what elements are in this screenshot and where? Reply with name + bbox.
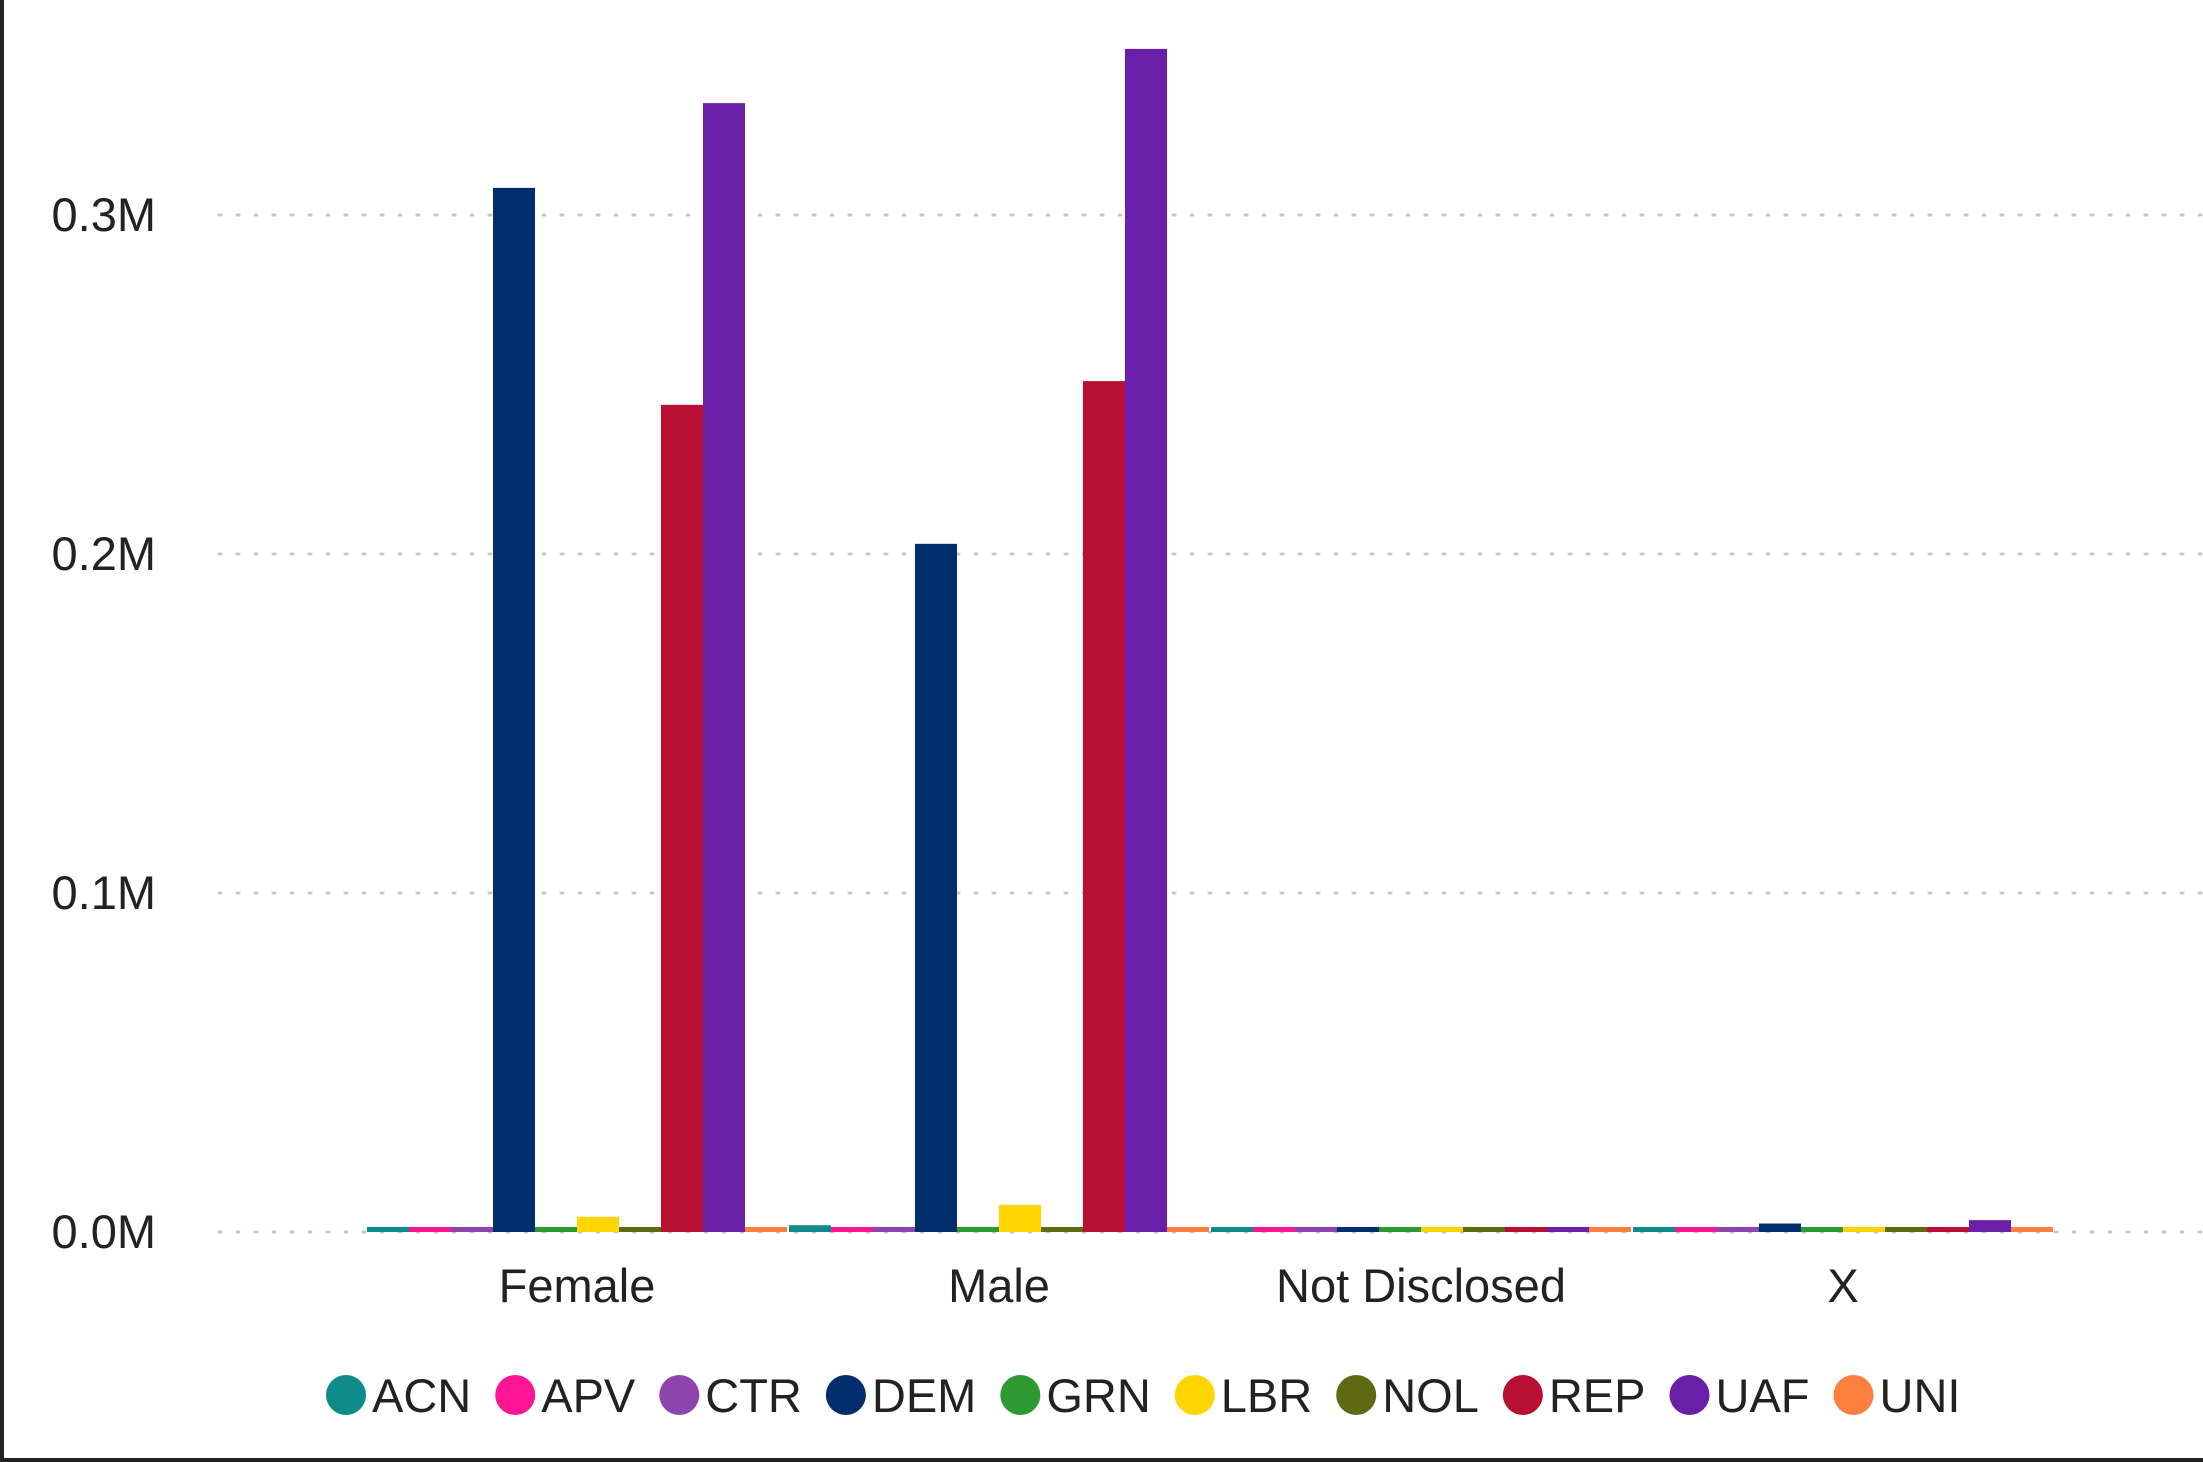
x-category-label: Not Disclosed <box>1276 1259 1566 1312</box>
legend-label-dem: DEM <box>872 1369 976 1422</box>
bar-rep-male <box>1083 381 1125 1232</box>
bar-acn-not-disclosed <box>1211 1227 1253 1232</box>
bar-acn-female <box>367 1226 409 1232</box>
legend-label-ctr: CTR <box>705 1369 802 1422</box>
y-tick-label: 0.2M <box>52 527 157 580</box>
bar-grn-female <box>535 1227 577 1232</box>
legend-marker-apv <box>495 1375 536 1415</box>
bar-rep-female <box>661 404 703 1233</box>
legend-marker-uni <box>1833 1375 1874 1415</box>
bar-uni-male <box>1167 1227 1209 1232</box>
bar-grn-male <box>957 1226 999 1232</box>
y-tick-label: 0.3M <box>52 188 157 241</box>
legend-label-apv: APV <box>541 1369 636 1422</box>
legend-label-uni: UNI <box>1880 1369 1961 1422</box>
legend-marker-ctr <box>659 1375 700 1415</box>
legend-label-lbr: LBR <box>1221 1369 1312 1422</box>
bar-ctr-female <box>451 1227 493 1232</box>
legend-marker-nol <box>1336 1375 1377 1415</box>
bar-dem-x <box>1759 1223 1801 1232</box>
bar-nol-x <box>1885 1227 1927 1232</box>
legend-marker-acn <box>326 1375 366 1415</box>
y-axis-ticks: 0.0M 0.1M 0.2M 0.3M <box>52 188 157 1258</box>
bar-lbr-x <box>1843 1227 1885 1232</box>
bar-uaf-male <box>1125 48 1167 1232</box>
bar-acn-x <box>1633 1227 1675 1232</box>
bar-ctr-male <box>873 1227 915 1232</box>
legend-marker-lbr <box>1174 1375 1215 1415</box>
bar-grn-not-disclosed <box>1379 1227 1421 1232</box>
legend-label-uaf: UAF <box>1716 1369 1810 1422</box>
bar-uaf-not-disclosed <box>1547 1227 1589 1232</box>
bar-lbr-female <box>577 1216 619 1232</box>
x-category-label: Female <box>499 1259 656 1312</box>
legend-label-nol: NOL <box>1382 1369 1479 1422</box>
legend-label-rep: REP <box>1549 1369 1646 1422</box>
bar-dem-female <box>493 187 535 1232</box>
bar-grn-x <box>1801 1227 1843 1232</box>
bar-nol-male <box>1041 1227 1083 1232</box>
legend: ACN APV CTR DEM GRN LBR NOL REP UAF UNI <box>326 1369 1960 1422</box>
bar-ctr-x <box>1717 1227 1759 1232</box>
bar-apv-male <box>831 1227 873 1232</box>
bars <box>367 48 2053 1233</box>
legend-label-acn: ACN <box>372 1369 471 1422</box>
bar-lbr-male <box>999 1204 1041 1232</box>
bar-uni-female <box>745 1227 787 1232</box>
bar-dem-not-disclosed <box>1337 1227 1379 1232</box>
bar-nol-female <box>619 1227 661 1232</box>
legend-marker-grn <box>1000 1375 1041 1415</box>
legend-marker-dem <box>825 1375 866 1415</box>
bar-acn-male <box>789 1225 831 1232</box>
bar-rep-x <box>1927 1227 1969 1232</box>
legend-marker-rep <box>1502 1375 1543 1415</box>
legend-label-grn: GRN <box>1046 1369 1150 1422</box>
bar-rep-not-disclosed <box>1505 1227 1547 1232</box>
bar-uni-x <box>2011 1227 2053 1232</box>
bar-uni-not-disclosed <box>1589 1227 1631 1232</box>
legend-marker-uaf <box>1669 1375 1710 1415</box>
bar-dem-male <box>915 543 957 1232</box>
x-axis-categories: Female Male Not Disclosed X <box>499 1259 1859 1312</box>
y-tick-label: 0.1M <box>52 866 157 919</box>
bar-apv-female <box>409 1227 451 1232</box>
bar-lbr-not-disclosed <box>1421 1227 1463 1232</box>
bar-nol-not-disclosed <box>1463 1227 1505 1232</box>
bar-apv-not-disclosed <box>1253 1227 1295 1232</box>
bar-apv-x <box>1675 1227 1717 1232</box>
y-tick-label: 0.0M <box>52 1205 157 1258</box>
x-category-label: Male <box>948 1259 1050 1312</box>
bar-ctr-not-disclosed <box>1295 1227 1337 1232</box>
bar-chart: 0.0M 0.1M 0.2M 0.3M Female Male Not Disclosed… <box>52 48 2203 1422</box>
x-category-label: X <box>1827 1259 1858 1312</box>
bar-uaf-x <box>1969 1220 2011 1232</box>
bar-uaf-female <box>703 103 745 1232</box>
